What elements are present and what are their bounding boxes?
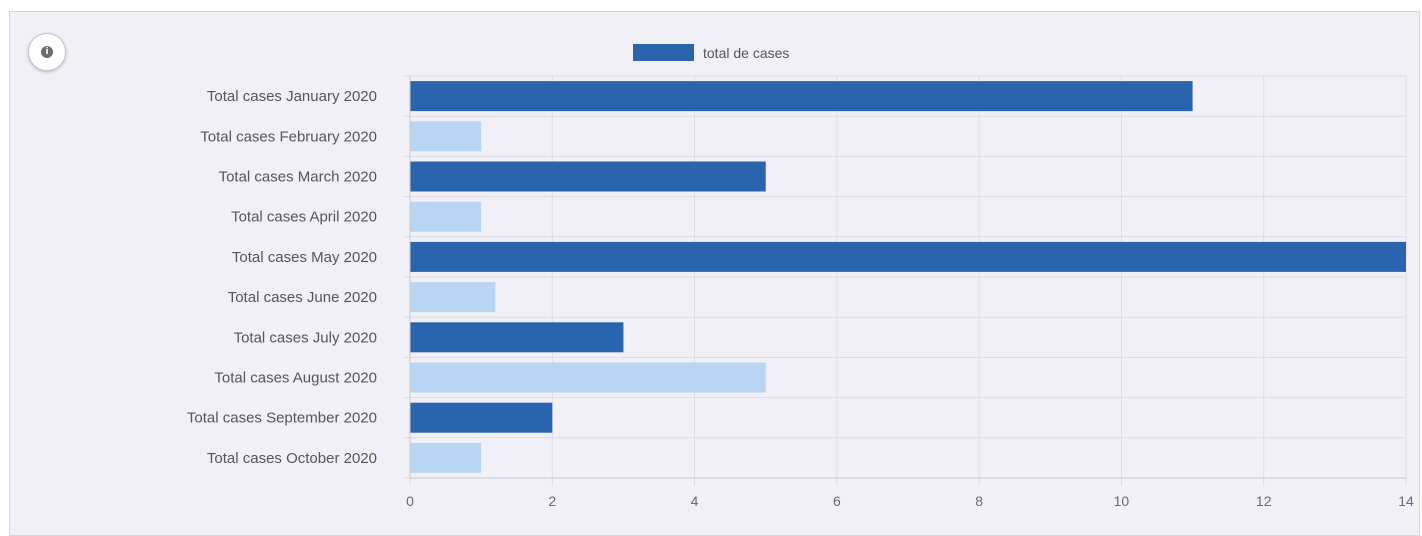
category-label: Total cases April 2020 (231, 209, 377, 226)
category-label: Total cases July 2020 (234, 329, 377, 346)
category-label: Total cases August 2020 (214, 370, 377, 387)
category-labels: Total cases January 2020 Total cases Febr… (187, 88, 377, 467)
axes (409, 76, 1406, 479)
bar[interactable] (410, 282, 496, 313)
x-tick-label: 12 (1256, 493, 1272, 509)
bar[interactable] (410, 442, 482, 473)
bar[interactable] (410, 241, 1406, 272)
bar[interactable] (410, 121, 482, 152)
info-button[interactable]: i (28, 33, 66, 71)
category-label: Total cases May 2020 (232, 249, 377, 266)
info-icon: i (41, 46, 53, 58)
bar[interactable] (410, 322, 624, 353)
category-label: Total cases October 2020 (207, 450, 377, 467)
category-label: Total cases March 2020 (219, 169, 377, 186)
x-tick-label: 6 (833, 493, 841, 509)
x-tick-label: 2 (548, 493, 556, 509)
x-tick-labels: 0 2 4 6 8 10 12 14 (406, 493, 1414, 509)
bars (410, 81, 1406, 473)
x-tick-label: 8 (975, 493, 983, 509)
category-label: Total cases June 2020 (228, 289, 377, 306)
bar[interactable] (410, 201, 482, 232)
category-label: Total cases January 2020 (207, 88, 377, 105)
x-tick-label: 0 (406, 493, 414, 509)
legend[interactable]: total de cases (633, 44, 789, 61)
x-tick-label: 4 (691, 493, 699, 509)
x-tick-label: 14 (1398, 493, 1414, 509)
bar[interactable] (410, 362, 766, 393)
grid-lines (404, 75, 1407, 486)
bar[interactable] (410, 402, 553, 433)
legend-swatch[interactable] (633, 44, 694, 61)
category-label: Total cases September 2020 (187, 410, 377, 427)
category-label: Total cases February 2020 (200, 128, 377, 145)
bar[interactable] (410, 81, 1193, 112)
legend-label[interactable]: total de cases (703, 45, 789, 61)
bar[interactable] (410, 161, 766, 192)
x-tick-label: 10 (1114, 493, 1130, 509)
